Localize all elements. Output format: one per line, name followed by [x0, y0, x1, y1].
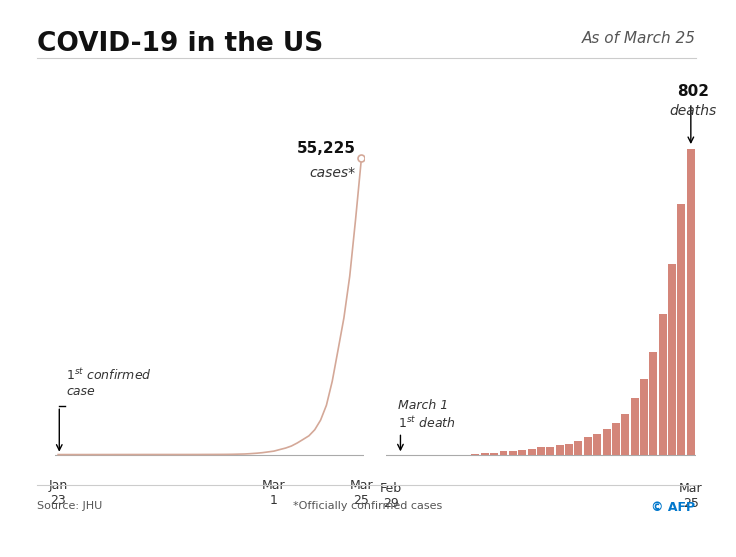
- Text: deaths: deaths: [669, 104, 716, 118]
- Text: As of March 25: As of March 25: [581, 31, 696, 46]
- Bar: [556, 446, 564, 456]
- Text: *Officially confirmed cases: *Officially confirmed cases: [294, 501, 442, 511]
- Bar: [574, 441, 582, 456]
- Text: © AFP: © AFP: [651, 501, 696, 514]
- Bar: [593, 433, 601, 456]
- Bar: [687, 149, 695, 456]
- Bar: [443, 455, 451, 456]
- Bar: [462, 455, 470, 456]
- Bar: [612, 423, 620, 456]
- Text: Source: JHU: Source: JHU: [37, 501, 102, 511]
- Bar: [631, 398, 639, 456]
- Text: Jan
23: Jan 23: [49, 478, 68, 507]
- Text: Mar
25: Mar 25: [679, 482, 703, 510]
- Bar: [500, 451, 508, 456]
- Text: Mar
25: Mar 25: [350, 478, 373, 507]
- Bar: [659, 314, 667, 456]
- Bar: [481, 453, 489, 456]
- Text: 802: 802: [676, 84, 709, 99]
- Bar: [528, 449, 536, 456]
- Bar: [668, 263, 676, 456]
- Bar: [565, 443, 573, 456]
- Bar: [603, 429, 611, 456]
- Text: Feb
29: Feb 29: [380, 482, 402, 510]
- Bar: [584, 437, 592, 456]
- Text: COVID-19 in the US: COVID-19 in the US: [37, 31, 323, 57]
- Text: 55,225: 55,225: [297, 141, 355, 156]
- Text: Mar
1: Mar 1: [262, 478, 286, 507]
- Text: cases*: cases*: [309, 167, 355, 180]
- Bar: [490, 453, 498, 456]
- Bar: [453, 455, 461, 456]
- Bar: [649, 352, 657, 456]
- Bar: [678, 204, 685, 456]
- Bar: [537, 447, 545, 456]
- Bar: [640, 379, 648, 456]
- Text: March 1
$1^{st}$ death: March 1 $1^{st}$ death: [397, 399, 456, 431]
- Bar: [509, 451, 517, 456]
- Text: $1^{st}$ confirmed
case: $1^{st}$ confirmed case: [66, 368, 152, 398]
- Bar: [546, 447, 554, 456]
- Bar: [518, 450, 526, 456]
- Bar: [471, 454, 479, 456]
- Bar: [621, 414, 629, 456]
